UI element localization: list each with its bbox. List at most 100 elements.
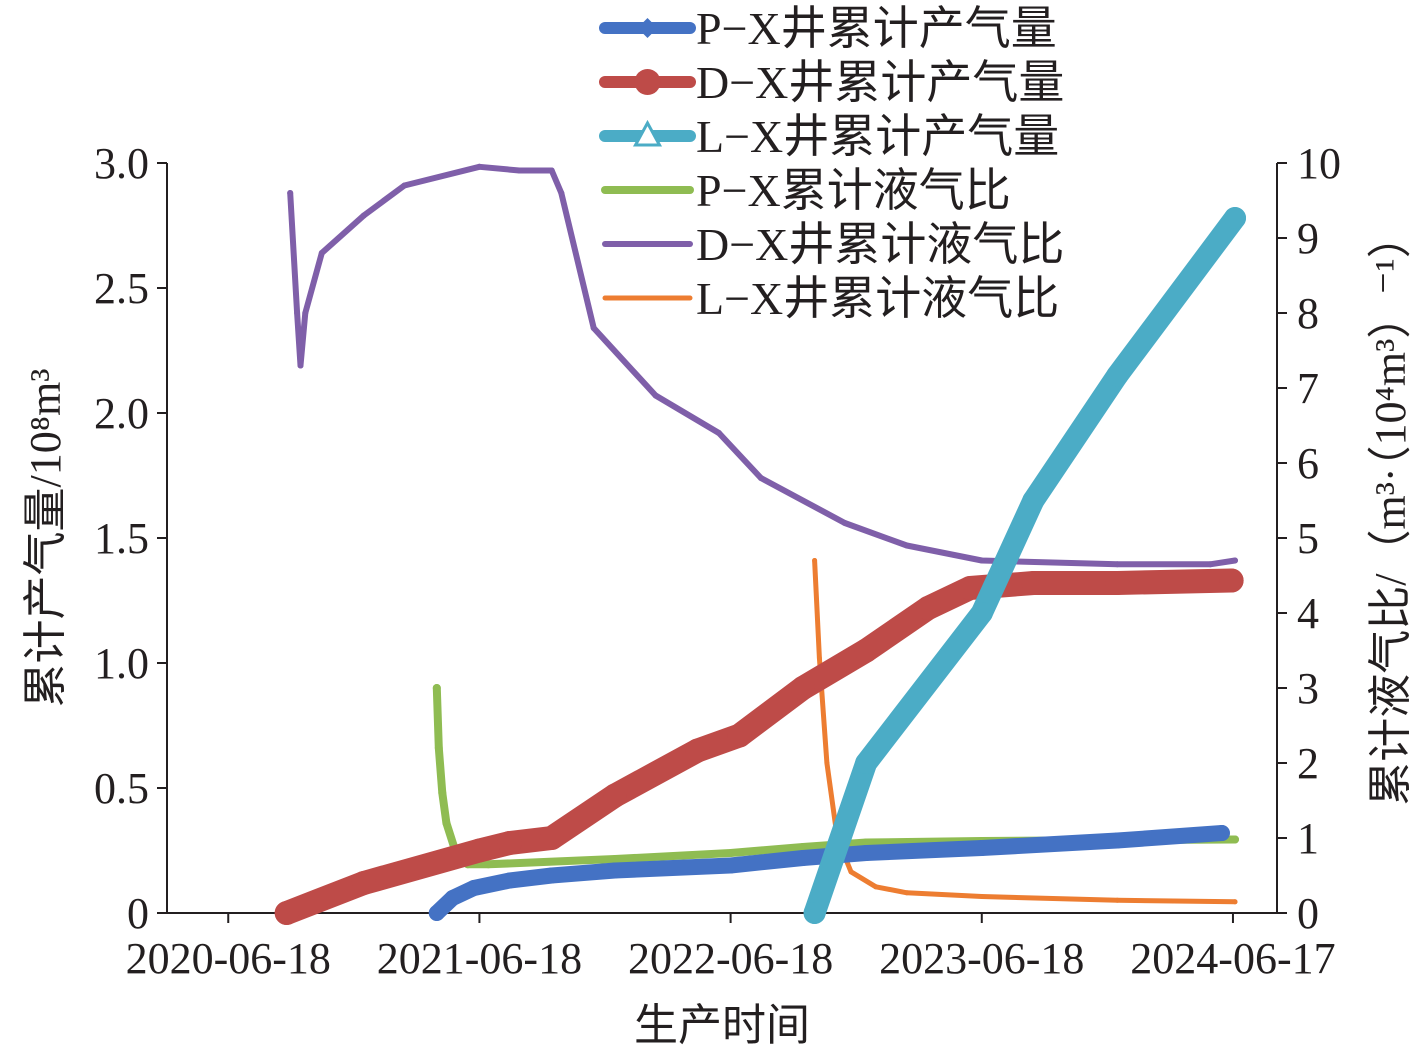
series-point-5 — [824, 760, 830, 766]
series-point-1 — [685, 738, 710, 763]
series-point-3 — [484, 860, 493, 869]
series-point-4 — [318, 250, 325, 256]
series-point-4 — [294, 310, 301, 316]
series-point-4 — [297, 362, 304, 369]
series-point-4 — [287, 190, 294, 196]
series-point-5 — [812, 558, 818, 563]
series-point-5 — [873, 884, 879, 890]
y-right-tick-label: 3 — [1297, 664, 1319, 713]
series-point-3 — [442, 819, 451, 827]
x-tick-label: 2020-06-18 — [126, 934, 331, 983]
series-point-2 — [803, 902, 826, 924]
y-right-tick-label: 0 — [1297, 889, 1319, 938]
series-point-0 — [465, 880, 482, 896]
series-point-4 — [1207, 561, 1214, 568]
series-point-4 — [401, 182, 408, 189]
series-point-4 — [476, 163, 483, 170]
series-layer — [274, 163, 1246, 925]
series-point-1 — [274, 901, 299, 925]
series-point-4 — [757, 475, 764, 481]
series-point-3 — [1231, 835, 1239, 844]
series-point-4 — [590, 325, 597, 331]
series-point-1 — [727, 723, 752, 748]
series-point-4 — [1114, 561, 1121, 568]
series-point-3 — [798, 843, 807, 851]
series-point-2 — [1106, 364, 1129, 387]
y-right-tick-label: 2 — [1297, 739, 1319, 788]
series-point-3 — [432, 684, 441, 692]
series-point-4 — [360, 212, 367, 219]
series-point-1 — [467, 838, 492, 863]
series-point-1 — [1219, 568, 1244, 593]
y-right-axis-title: 累计液气比/（m³·（10⁴m³）⁻¹） — [1366, 214, 1415, 805]
y-right-tick-label: 10 — [1297, 139, 1341, 188]
legend: P−X井累计产气量D−X井累计产气量L−X井累计产气量P−X累计液气比D−X井累… — [599, 3, 1064, 324]
series-point-1 — [958, 576, 983, 600]
legend-label-5: L−X井累计液气比 — [696, 273, 1059, 324]
series-point-0 — [1109, 832, 1126, 849]
series-point-3 — [862, 838, 871, 847]
series-point-4 — [302, 310, 309, 316]
series-point-0 — [794, 850, 811, 866]
x-tick-label: 2023-06-18 — [879, 934, 1084, 983]
x-tick-label: 2021-06-18 — [377, 934, 582, 983]
y-left-tick-label: 2.5 — [94, 264, 149, 313]
series-point-0 — [607, 862, 623, 879]
series-point-5 — [1114, 897, 1120, 903]
series-point-1 — [603, 783, 627, 808]
series-point-0 — [501, 872, 518, 889]
legend-label-2: L−X井累计产气量 — [696, 111, 1059, 162]
y-left-tick-label: 3.0 — [94, 139, 149, 188]
series-point-0 — [858, 845, 875, 861]
series-point-4 — [1232, 557, 1238, 564]
series-point-1 — [854, 638, 879, 663]
series-point-4 — [548, 167, 555, 174]
series-point-5 — [904, 890, 910, 896]
series-line-5 — [812, 558, 1238, 905]
series-point-1 — [497, 831, 522, 855]
legend-marker-circle — [634, 69, 661, 95]
x-tick-label: 2022-06-18 — [628, 934, 833, 983]
y-left-axis-title: 累计产气量/10⁸m³ — [21, 369, 70, 708]
series-point-3 — [611, 855, 619, 863]
legend-label-4: D−X井累计液气比 — [696, 219, 1064, 270]
series-point-0 — [722, 857, 739, 874]
y-right-tick-label: 8 — [1297, 289, 1319, 338]
y-right-tick-label: 9 — [1297, 214, 1319, 263]
series-point-3 — [726, 849, 735, 857]
series-point-2 — [855, 752, 878, 774]
series-point-1 — [539, 826, 564, 850]
series-point-0 — [428, 905, 445, 921]
y-left-tick-label: 1.5 — [94, 514, 149, 563]
series-point-1 — [351, 871, 376, 895]
y-left-tick-label: 0.5 — [94, 764, 149, 813]
series-point-4 — [715, 430, 722, 436]
series-point-0 — [444, 890, 461, 906]
series-point-3 — [438, 789, 447, 797]
y-left-tick-label: 1.0 — [94, 639, 149, 688]
series-point-5 — [816, 655, 822, 661]
legend-marker-triangle — [632, 119, 663, 147]
series-point-3 — [434, 744, 443, 752]
legend-label-0: P−X井累计产气量 — [696, 3, 1057, 54]
series-point-2 — [1022, 489, 1045, 512]
y-left-tick-label: 0 — [127, 889, 149, 938]
series-point-5 — [1232, 899, 1238, 905]
y-right-tick-label: 4 — [1297, 589, 1319, 638]
series-point-0 — [973, 840, 990, 856]
legend-label-3: P−X累计液气比 — [696, 165, 1011, 216]
series-point-2 — [1224, 207, 1246, 229]
series-point-4 — [558, 190, 565, 196]
x-tick-label: 2024-06-17 — [1130, 934, 1335, 983]
ticks-layer: 2020-06-18 2021-06-18 2022-06-18 2023-06-18… — [94, 139, 1341, 983]
series-point-1 — [1105, 571, 1130, 595]
series-point-1 — [1021, 571, 1046, 595]
y-right-tick-label: 1 — [1297, 814, 1319, 863]
y-right-tick-label: 5 — [1297, 514, 1319, 563]
legend-label-1: D−X井累计产气量 — [696, 57, 1064, 108]
series-line-2 — [803, 207, 1246, 924]
y-right-tick-label: 6 — [1297, 439, 1319, 488]
series-point-5 — [979, 894, 985, 899]
series-point-4 — [652, 392, 659, 399]
